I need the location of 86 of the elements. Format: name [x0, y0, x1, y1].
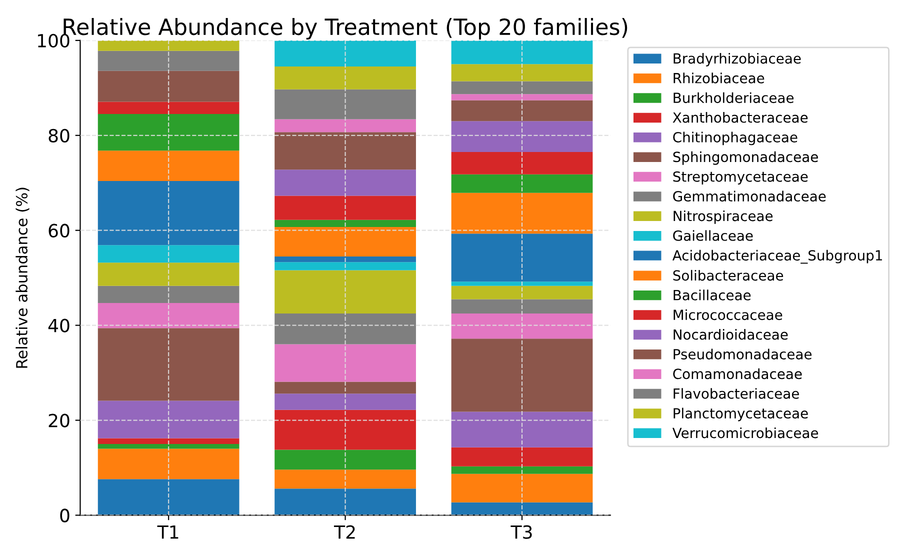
- legend-label: Planctomycetaceae: [674, 408, 808, 422]
- bar: [98, 114, 240, 151]
- bar: [451, 474, 593, 502]
- bar: [274, 66, 416, 90]
- bar: [451, 152, 593, 174]
- legend-label: Solibacteraceae: [673, 270, 784, 281]
- bar: [274, 382, 416, 394]
- legend-label: Gaiellaceae: [673, 230, 753, 241]
- bar: [274, 119, 416, 132]
- legend-label: Streptomycetaceae: [673, 171, 808, 185]
- legend-label: Bacillaceae: [674, 290, 751, 300]
- bar: [98, 102, 240, 114]
- x-tick-label: T1: [157, 526, 178, 539]
- bar: [451, 174, 593, 193]
- legend-label: Rhizobiaceae: [674, 72, 764, 84]
- bar: [451, 502, 593, 516]
- bar: [451, 282, 593, 286]
- bar: [274, 40, 416, 67]
- bar: [451, 466, 593, 474]
- bar: [451, 338, 593, 412]
- bar: [98, 328, 240, 401]
- legend-label: Acidobacteriaceae_Subgroup1: [672, 250, 882, 264]
- bar: [98, 40, 240, 51]
- bar: [451, 192, 593, 234]
- bar: [274, 196, 416, 220]
- legend-label: Gemmatimonadaceae: [673, 190, 826, 202]
- bar: [98, 286, 240, 303]
- y-axis-title: Relative abundance (%): [16, 188, 30, 368]
- y-tick-label: 80: [48, 128, 70, 143]
- bar: [98, 262, 240, 286]
- bar: [274, 450, 416, 470]
- bar: [98, 302, 240, 328]
- bar: [274, 89, 416, 120]
- y-tick-label: 0: [60, 508, 70, 522]
- legend-label: Flavobacteriaceae: [674, 388, 799, 399]
- legend-label: Nocardioidaceae: [674, 329, 788, 340]
- bar: [274, 262, 416, 270]
- bar: [451, 447, 593, 466]
- bar: [274, 470, 416, 489]
- legend-label: Chitinophagaceae: [673, 132, 798, 146]
- bar: [451, 286, 593, 300]
- bar: [451, 299, 593, 314]
- legend-label: Sphingomonadaceae: [673, 151, 818, 165]
- bar: [274, 227, 416, 256]
- bar: [98, 150, 240, 181]
- legend-label: Nitrospiraceae: [674, 210, 773, 224]
- bar: [98, 50, 240, 71]
- bar: [451, 100, 593, 122]
- bar: [451, 81, 593, 94]
- y-tick-label: 40: [48, 318, 70, 332]
- bar: [274, 220, 416, 228]
- bar: [274, 410, 416, 450]
- legend-label: Micrococcaceae: [674, 309, 782, 320]
- bar: [98, 180, 240, 246]
- bar: [98, 448, 240, 480]
- x-tick-label: T2: [334, 525, 355, 539]
- legend-label: Verrucomicrobiaceae: [672, 427, 818, 438]
- bar: [98, 479, 240, 516]
- bar: [274, 394, 416, 410]
- bar: [451, 40, 593, 64]
- legend-label: Comamonadaceae: [673, 368, 802, 380]
- bar: [451, 313, 593, 339]
- bar: [98, 245, 240, 263]
- bar: [451, 234, 593, 282]
- y-tick-label: 20: [48, 414, 70, 428]
- bar: [98, 438, 240, 444]
- bar: [451, 412, 593, 448]
- legend-label: Bradyrhizobiaceae: [674, 52, 801, 66]
- bar: [98, 400, 240, 438]
- bar: [451, 121, 593, 152]
- bar: [274, 256, 416, 262]
- bar: [98, 444, 240, 449]
- bar: [274, 132, 416, 170]
- bar: [451, 94, 593, 100]
- bar: [274, 270, 416, 314]
- y-tick-label: 60: [48, 224, 70, 238]
- bar: [451, 64, 593, 82]
- bar: [274, 488, 416, 516]
- legend-label: Xanthobacteraceae: [672, 112, 808, 123]
- bar: [274, 313, 416, 344]
- legend-label: Burkholderiaceae: [674, 92, 794, 104]
- legend-label: Pseudomonadaceae: [674, 348, 812, 360]
- bar: [274, 344, 416, 382]
- bar: [98, 70, 240, 102]
- bar: [274, 170, 416, 196]
- x-tick-label: T3: [510, 525, 532, 539]
